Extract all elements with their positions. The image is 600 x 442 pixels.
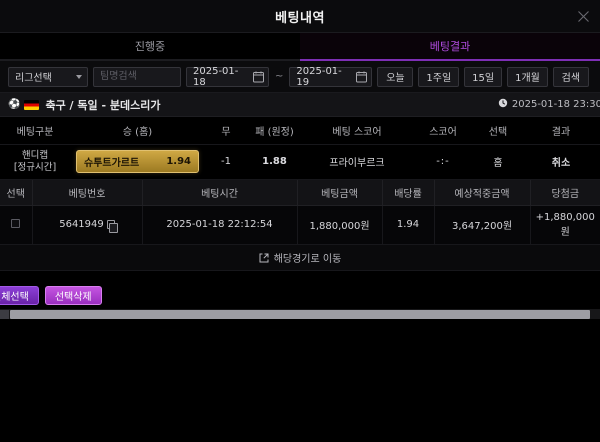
col-bet-no: 베팅번호 — [32, 179, 143, 206]
horizontal-scrollbar[interactable] — [0, 308, 600, 319]
col-away-win: 패 (원정) — [247, 117, 302, 145]
home-selection-cell[interactable]: 슈투트가르트 1.94 — [70, 144, 205, 180]
match-kickoff-time: 2025-01-18 23:30 — [511, 99, 600, 110]
close-icon[interactable] — [574, 7, 592, 25]
page-background-filler — [0, 319, 600, 442]
odds-table-header: 베팅구분 승 (홈) 무 패 (원정) 베팅 스코어 스코어 선택 결과 — [0, 117, 600, 145]
bet-amount-value: 1,880,000원 — [297, 205, 383, 245]
date-from-value: 2025-01-18 — [193, 65, 239, 88]
bet-no-cell: 5641949 — [32, 205, 143, 245]
league-name: 축구 / 독일 - 분데스리가 — [45, 98, 161, 112]
bet-time-value: 2025-01-18 22:12:54 — [142, 205, 298, 245]
match-header: ⚽ 축구 / 독일 - 분데스리가 2025-01-18 23:30 — [0, 93, 600, 117]
bet-type-cell: 핸디캡 [정규시간] — [0, 144, 70, 180]
selected-bet-chip[interactable]: 슈투트가르트 1.94 — [76, 150, 199, 174]
modal-titlebar: 베팅내역 — [0, 0, 600, 33]
home-team-name: 슈투트가르트 — [84, 158, 140, 170]
chevron-down-icon — [76, 74, 82, 79]
calendar-icon[interactable] — [356, 71, 368, 86]
external-link-icon — [259, 248, 269, 267]
bet-no-wrap: 5641949 — [59, 219, 119, 233]
away-team-name: 프라이부르크 — [302, 144, 412, 180]
odds-table-row: 핸디캡 [정규시간] 슈투트가르트 1.94 -1 1.88 프라이부르크 -:… — [0, 144, 600, 180]
col-home-win: 승 (홈) — [70, 117, 205, 145]
tab-in-progress[interactable]: 진행중 — [0, 33, 300, 61]
date-to-value: 2025-01-19 — [296, 65, 342, 88]
calendar-icon[interactable] — [253, 71, 264, 86]
goto-match-link[interactable]: 해당경기로 이동 — [0, 244, 600, 271]
page-title: 베팅내역 — [275, 10, 325, 26]
date-range-separator: ~ — [275, 71, 284, 82]
bet-type-line1: 핸디캡 — [21, 150, 49, 161]
col-bet-time: 베팅시간 — [142, 179, 298, 206]
clock-icon — [498, 98, 508, 111]
scrollbar-left-cap[interactable] — [0, 310, 9, 319]
range-today-button[interactable]: 오늘 — [377, 66, 414, 87]
col-select: 선택 — [0, 179, 33, 206]
delete-selected-button[interactable]: 선택삭제 — [44, 286, 102, 305]
soccer-ball-icon: ⚽ — [8, 99, 21, 110]
date-to-field[interactable]: 2025-01-19 — [289, 65, 373, 88]
scrollbar-thumb[interactable] — [10, 310, 590, 319]
germany-flag-icon — [24, 99, 40, 110]
goto-match-label: 해당경기로 이동 — [273, 253, 342, 265]
away-odds-value: 1.88 — [247, 144, 302, 180]
expected-payout-value: 3,647,200원 — [434, 205, 531, 245]
league-select-label: 리그선택 — [15, 73, 52, 84]
result-value: 취소 — [522, 144, 600, 180]
col-draw: 무 — [205, 117, 247, 145]
col-selection: 선택 — [474, 117, 522, 145]
col-result: 결과 — [522, 117, 600, 145]
select-all-button[interactable]: 전체선택 — [0, 286, 39, 305]
search-button[interactable]: 검색 — [552, 66, 589, 87]
bet-detail-header: 선택 베팅번호 베팅시간 베팅금액 배당률 예상적중금액 당첨금 — [0, 179, 600, 206]
bet-detail-table: 선택 베팅번호 베팅시간 베팅금액 배당률 예상적중금액 당첨금 5641949 — [0, 179, 600, 245]
winnings-value: +1,880,000원 — [530, 205, 600, 245]
col-bet-amount: 베팅금액 — [297, 179, 383, 206]
team-search-input[interactable] — [93, 66, 181, 87]
date-from-field[interactable]: 2025-01-18 — [186, 65, 269, 88]
col-expected-payout: 예상적중금액 — [434, 179, 531, 206]
range-1month-button[interactable]: 1개월 — [507, 66, 548, 87]
range-15days-button[interactable]: 15일 — [464, 66, 503, 87]
row-checkbox-cell[interactable] — [0, 205, 33, 245]
tab-bar: 진행중 베팅결과 — [0, 33, 600, 61]
row-checkbox[interactable] — [11, 218, 21, 228]
col-bet-score: 베팅 스코어 — [302, 117, 412, 145]
bet-no-value: 5641949 — [59, 219, 104, 231]
col-winnings: 당첨금 — [530, 179, 600, 206]
col-odds: 배당률 — [382, 179, 435, 206]
filter-bar: 리그선택 2025-01-18 ~ 2025-01-19 오늘 1주일 15일 … — [0, 61, 600, 93]
col-score: 스코어 — [412, 117, 474, 145]
score-value: -:- — [412, 144, 474, 180]
match-kickoff: 2025-01-18 23:30 — [498, 98, 600, 111]
range-1week-button[interactable]: 1주일 — [418, 66, 460, 87]
handicap-value: -1 — [205, 144, 247, 180]
odds-table: 베팅구분 승 (홈) 무 패 (원정) 베팅 스코어 스코어 선택 결과 핸디캡… — [0, 117, 600, 180]
odds-value: 1.94 — [382, 205, 435, 245]
action-bar: 전체선택 선택삭제 — [0, 286, 600, 305]
bet-type-line2: [정규시간] — [13, 161, 57, 173]
selection-value: 홈 — [474, 144, 522, 180]
league-select[interactable]: 리그선택 — [8, 66, 88, 87]
col-bet-type: 베팅구분 — [0, 117, 70, 145]
copy-icon[interactable] — [106, 220, 119, 233]
home-odds-value: 1.94 — [166, 156, 191, 168]
table-row: 5641949 2025-01-18 22:12:54 1,880,000원 1… — [0, 205, 600, 245]
tab-bet-results[interactable]: 베팅결과 — [300, 33, 600, 61]
